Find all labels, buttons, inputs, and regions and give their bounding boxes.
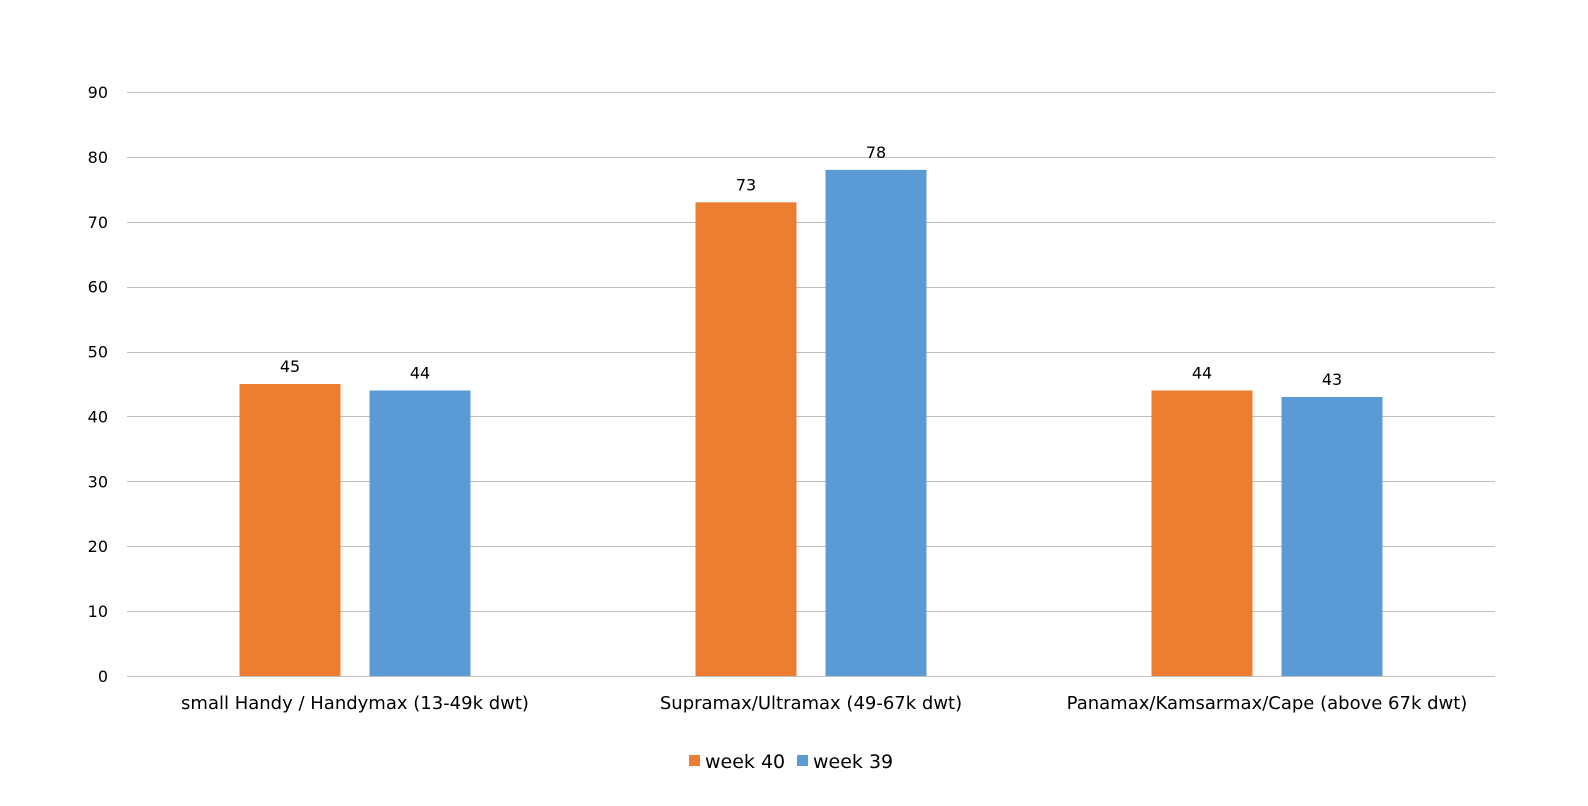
x-axis-categories: small Handy / Handymax (13-49k dwt) Supra… — [181, 693, 1467, 714]
legend-label: week 39 — [813, 751, 893, 773]
bar-week-40-1 — [695, 202, 797, 677]
bars — [239, 169, 1383, 677]
y-tick-label: 20 — [88, 537, 108, 556]
x-category-label: Panamax/Kamsarmax/Cape (above 67k dwt) — [1067, 693, 1468, 714]
y-tick-label: 60 — [88, 278, 108, 297]
data-label: 44 — [1192, 363, 1212, 382]
data-label: 73 — [736, 175, 756, 194]
gridlines — [127, 92, 1495, 677]
y-tick-label: 90 — [88, 83, 108, 102]
bar-week-39-1 — [825, 169, 927, 676]
y-tick-label: 40 — [88, 407, 108, 426]
bar-week-40-0 — [239, 384, 341, 676]
legend: week 40 week 39 — [689, 751, 893, 773]
x-category-label: small Handy / Handymax (13-49k dwt) — [181, 693, 529, 714]
bar-week-39-0 — [369, 390, 471, 676]
y-tick-label: 10 — [88, 602, 108, 621]
y-tick-label: 0 — [98, 667, 108, 686]
legend-swatch — [797, 755, 808, 766]
data-labels: 45 44 73 78 44 43 — [280, 143, 1342, 389]
y-tick-label: 70 — [88, 213, 108, 232]
data-label: 44 — [410, 363, 430, 382]
data-label: 43 — [1322, 370, 1342, 389]
y-tick-label: 30 — [88, 472, 108, 491]
y-axis-ticks: 0 10 20 30 40 50 60 70 80 90 — [88, 83, 108, 686]
legend-swatch — [689, 755, 700, 766]
data-label: 78 — [866, 143, 886, 162]
data-label: 45 — [280, 357, 300, 376]
bar-week-39-2 — [1281, 396, 1383, 676]
x-category-label: Supramax/Ultramax (49-67k dwt) — [660, 693, 962, 714]
legend-label: week 40 — [705, 751, 785, 773]
bar-week-40-2 — [1151, 390, 1253, 676]
y-tick-label: 50 — [88, 343, 108, 362]
y-tick-label: 80 — [88, 148, 108, 167]
